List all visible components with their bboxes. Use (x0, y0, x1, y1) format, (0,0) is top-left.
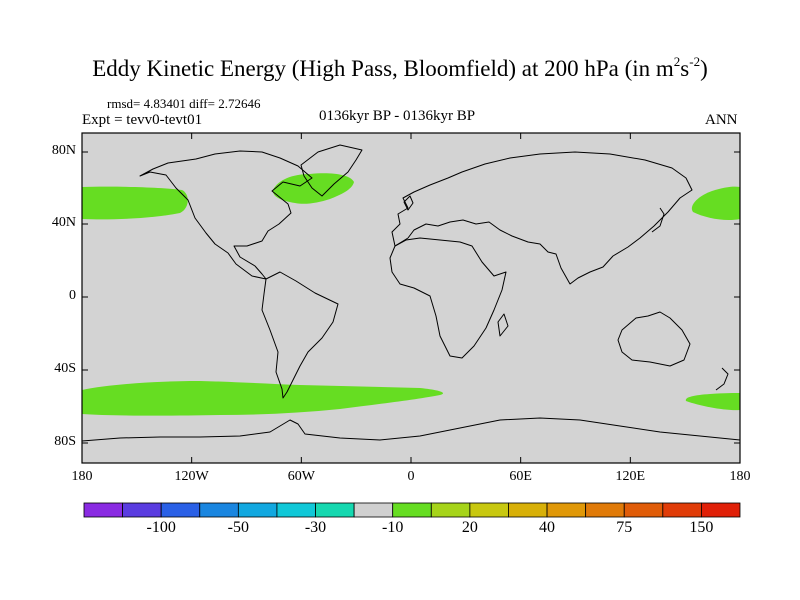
colorbar-label: 20 (461, 519, 478, 536)
coastlines (82, 144, 740, 442)
colorbar-swatch (469, 502, 509, 518)
lat-label: 80N (51, 143, 76, 158)
lat-label: 80S (54, 434, 76, 449)
colorbar-swatch (392, 502, 432, 518)
lon-label: 60E (509, 469, 532, 484)
lon-label: 0 (407, 469, 415, 484)
colorbar-swatch (199, 502, 239, 518)
colorbar-swatch (662, 502, 702, 518)
axis-ticks (81, 133, 741, 463)
colorbar-label: -50 (227, 519, 249, 536)
experiment-label: Expt = tevv0-tevt01 (82, 112, 203, 128)
colorbar-label: -30 (304, 519, 327, 536)
europe-asia-coast (391, 151, 693, 285)
lon-label: 60W (287, 469, 315, 484)
lon-label: 120W (174, 469, 209, 484)
colorbar-swatch (237, 502, 278, 518)
season-label: ANN (705, 112, 738, 128)
north-pacific-west-anomaly (82, 186, 188, 220)
southern-ocean-anomaly (82, 381, 444, 416)
colorbar-swatch (353, 502, 394, 518)
north-america-coast (139, 150, 313, 280)
lat-label: 40N (51, 215, 76, 230)
japan-coast (651, 207, 665, 233)
north-pacific-east-anomaly (691, 186, 740, 221)
colorbar-swatch (585, 502, 625, 518)
new-zealand-coast (715, 367, 729, 391)
colorbar-swatch (546, 502, 587, 518)
madagascar-coast (497, 313, 509, 337)
africa-coast (389, 237, 507, 359)
colorbar-swatch (83, 502, 123, 518)
colorbar-swatch (623, 502, 664, 518)
plot-title: Eddy Kinetic Energy (High Pass, Bloomfie… (92, 54, 708, 81)
lon-label: 180 (729, 469, 751, 484)
colorbar-swatch (315, 502, 355, 518)
lat-label: 0 (69, 288, 76, 303)
colorbar-swatch (276, 502, 316, 518)
greenland-coast (300, 144, 363, 197)
antarctica-coast (82, 417, 740, 442)
colorbar (83, 502, 741, 518)
lon-label: 180 (71, 469, 93, 484)
colorbar-label: 150 (689, 519, 714, 536)
colorbar-swatch (430, 502, 471, 518)
period-label: 0136kyr BP - 0136kyr BP (319, 108, 476, 124)
colorbar-label: -10 (382, 519, 404, 536)
stats-label: rmsd= 4.83401 diff= 2.72646 (107, 96, 261, 111)
australia-coast (617, 311, 691, 367)
colorbar-swatch (508, 502, 548, 518)
uk-coast (403, 195, 414, 211)
south-america-coast (261, 271, 339, 399)
colorbar-label: 75 (616, 519, 633, 536)
lat-label: 40S (54, 361, 76, 376)
colorbar-swatch (701, 502, 741, 518)
colorbar-swatch (122, 502, 162, 518)
colorbar-swatch (160, 502, 201, 518)
north-atlantic-anomaly (272, 173, 354, 204)
lon-label: 120E (615, 469, 646, 484)
colorbar-label: 40 (539, 519, 556, 536)
colorbar-label: -100 (146, 519, 176, 536)
southwest-pacific-anomaly (685, 393, 740, 411)
anomaly-regions (82, 173, 740, 416)
